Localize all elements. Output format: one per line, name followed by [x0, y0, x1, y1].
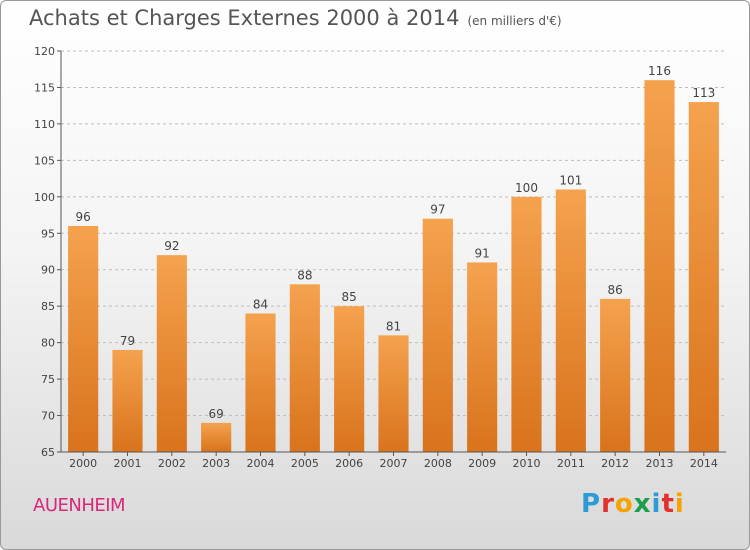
- y-tick-label: 90: [41, 264, 55, 277]
- chart-subtitle: (en milliers d'€): [467, 14, 562, 28]
- bar: [555, 189, 586, 452]
- logo-letter: r: [601, 489, 615, 519]
- y-tick-label: 70: [41, 410, 55, 423]
- place-name: AUENHEIM: [33, 495, 126, 516]
- data-label: 113: [692, 86, 715, 100]
- x-tick-label: 2007: [380, 457, 408, 470]
- bar: [688, 102, 719, 452]
- logo-letter: P: [581, 489, 602, 519]
- logo-letter: i: [674, 489, 685, 519]
- x-tick-label: 2010: [513, 457, 541, 470]
- bar: [289, 284, 320, 452]
- x-tick-label: 2011: [557, 457, 585, 470]
- proxiti-logo: Proxiti: [581, 489, 685, 519]
- data-label: 86: [608, 283, 623, 297]
- data-label: 97: [430, 203, 445, 217]
- y-tick-label: 95: [41, 227, 55, 240]
- data-label: 91: [475, 246, 490, 260]
- data-label: 69: [209, 407, 224, 421]
- chart-title-text: Achats et Charges Externes 2000 à 2014: [29, 6, 460, 30]
- y-tick-label: 105: [34, 154, 55, 167]
- x-tick-label: 2004: [247, 457, 275, 470]
- y-tick-label: 80: [41, 337, 55, 350]
- y-tick-label: 85: [41, 300, 55, 313]
- y-tick-label: 110: [34, 118, 55, 131]
- bar: [422, 218, 453, 452]
- labels: 65 70 75 80 85 90 95 100 105 110 115 120 96 2000 79 200…: [34, 45, 718, 470]
- logo-letter: i: [651, 489, 662, 519]
- x-tick-label: 2008: [424, 457, 452, 470]
- data-label: 81: [386, 319, 401, 333]
- bar: [644, 80, 675, 452]
- bar: [156, 255, 187, 452]
- bar: [378, 335, 409, 452]
- data-label: 100: [515, 181, 538, 195]
- data-label: 79: [120, 334, 135, 348]
- bar: [334, 306, 365, 452]
- bar: [112, 349, 143, 452]
- bar: [600, 298, 631, 452]
- x-tick-label: 2001: [114, 457, 142, 470]
- data-label: 85: [342, 290, 357, 304]
- x-tick-label: 2009: [468, 457, 496, 470]
- x-tick-label: 2000: [69, 457, 97, 470]
- x-tick-label: 2013: [646, 457, 674, 470]
- x-tick-label: 2012: [601, 457, 629, 470]
- x-tick-label: 2005: [291, 457, 319, 470]
- data-label: 92: [164, 239, 179, 253]
- x-tick-label: 2006: [335, 457, 363, 470]
- bar: [201, 422, 232, 452]
- chart-title: Achats et Charges Externes 2000 à 2014 (e…: [29, 6, 562, 30]
- data-label: 101: [559, 174, 582, 188]
- bar: [467, 262, 498, 452]
- logo-letter: x: [633, 489, 652, 519]
- y-tick-label: 120: [34, 45, 55, 58]
- data-label: 88: [297, 268, 312, 282]
- axes: [57, 50, 726, 456]
- bar: [511, 196, 542, 452]
- bars: [68, 80, 719, 452]
- y-tick-label: 65: [41, 446, 55, 459]
- x-tick-label: 2002: [158, 457, 186, 470]
- x-tick-label: 2014: [690, 457, 718, 470]
- y-tick-label: 100: [34, 191, 55, 204]
- y-tick-label: 75: [41, 373, 55, 386]
- logo-letter: t: [661, 489, 675, 519]
- bar: [245, 313, 276, 452]
- bar: [68, 225, 99, 452]
- logo-letter: o: [614, 489, 634, 519]
- x-tick-label: 2003: [202, 457, 230, 470]
- data-label: 84: [253, 297, 268, 311]
- y-tick-label: 115: [34, 81, 55, 94]
- data-label: 116: [648, 64, 671, 78]
- data-label: 96: [76, 210, 91, 224]
